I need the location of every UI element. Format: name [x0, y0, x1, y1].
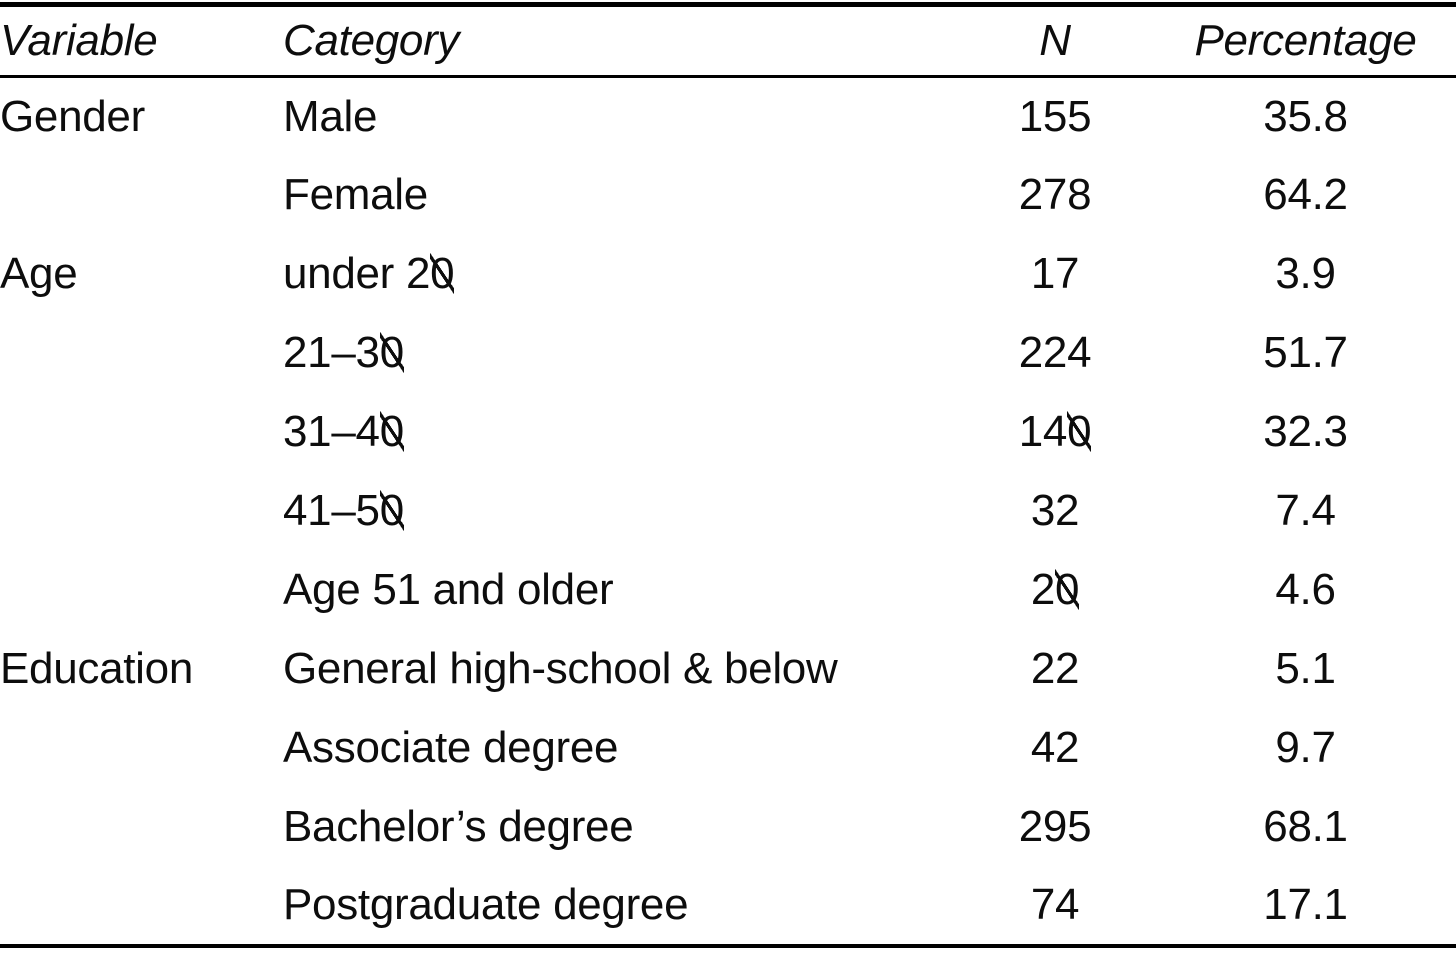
category-cell: Associate degree — [283, 723, 619, 772]
percentage-cell: 3.9 — [1275, 249, 1336, 298]
percentage-cell: 4.6 — [1275, 565, 1336, 614]
variable-cell — [0, 472, 283, 551]
n-cell: 42 — [1030, 723, 1080, 772]
variable-cell — [0, 393, 283, 472]
column-header-category: Category — [283, 16, 460, 65]
n-cell: 74 — [1030, 880, 1080, 929]
category-cell: 21–30 — [283, 328, 404, 377]
category-cell: 41–50 — [283, 486, 404, 535]
percentage-cell: 9.7 — [1275, 723, 1336, 772]
category-cell: Bachelor’s degree — [283, 802, 634, 851]
percentage-cell: 35.8 — [1263, 91, 1348, 141]
percentage-cell: 64.2 — [1263, 170, 1348, 219]
n-cell: 140 — [1018, 407, 1092, 456]
table-row: Age 51 and older 20 4.6 — [0, 551, 1456, 630]
slashed-zero-glyph: 0 — [379, 486, 404, 535]
column-header-n: N — [1039, 16, 1071, 65]
n-cell: 17 — [1030, 249, 1080, 298]
table-row: 41–50 32 7.4 — [0, 472, 1456, 551]
slashed-zero-glyph: 0 — [379, 328, 404, 377]
slashed-zero-glyph: 0 — [430, 249, 455, 298]
category-cell: 31–40 — [283, 407, 404, 456]
table-row: Education General high-school & below 22… — [0, 630, 1456, 709]
n-cell: 295 — [1018, 802, 1092, 851]
variable-cell — [0, 867, 283, 946]
table-row: 21–30 224 51.7 — [0, 314, 1456, 393]
variable-cell: Education — [0, 644, 194, 693]
category-cell: Male — [283, 91, 378, 141]
table-row: Postgraduate degree 74 17.1 — [0, 867, 1456, 946]
percentage-cell: 68.1 — [1263, 802, 1348, 851]
table-body: Gender Male 155 35.8 Female 278 64.2 Age… — [0, 77, 1456, 946]
n-cell: 155 — [1018, 91, 1092, 141]
table-row: 31–40 140 32.3 — [0, 393, 1456, 472]
n-cell: 20 — [1030, 565, 1080, 614]
slashed-zero-glyph: 0 — [1055, 565, 1080, 614]
category-cell: General high-school & below — [283, 644, 838, 693]
n-cell: 278 — [1018, 170, 1092, 219]
column-header-variable: Variable — [0, 16, 158, 65]
slashed-zero-glyph: 0 — [1067, 407, 1092, 456]
category-cell: Postgraduate degree — [283, 880, 689, 929]
slashed-zero-glyph: 0 — [379, 407, 404, 456]
percentage-cell: 51.7 — [1263, 328, 1348, 377]
table-row: Gender Male 155 35.8 — [0, 77, 1456, 156]
table-row: Age under 20 17 3.9 — [0, 235, 1456, 314]
variable-cell — [0, 156, 283, 235]
variable-cell — [0, 709, 283, 788]
table-row: Associate degree 42 9.7 — [0, 709, 1456, 788]
variable-cell — [0, 788, 283, 867]
percentage-cell: 17.1 — [1263, 880, 1348, 929]
table-row: Female 278 64.2 — [0, 156, 1456, 235]
n-cell: 22 — [1030, 644, 1080, 693]
variable-cell: Gender — [0, 91, 145, 141]
percentage-cell: 7.4 — [1275, 486, 1336, 535]
variable-cell — [0, 551, 283, 630]
category-cell: Female — [283, 170, 428, 219]
table-header: Variable Category N Percentage — [0, 5, 1456, 77]
n-cell: 224 — [1018, 328, 1092, 377]
percentage-cell: 5.1 — [1275, 644, 1336, 693]
percentage-cell: 32.3 — [1263, 407, 1348, 456]
category-cell: under 20 — [283, 249, 455, 298]
variable-cell: Age — [0, 249, 78, 298]
variable-cell — [0, 314, 283, 393]
header-row: Variable Category N Percentage — [0, 5, 1456, 77]
category-cell: Age 51 and older — [283, 565, 614, 614]
column-header-percentage: Percentage — [1194, 16, 1417, 65]
table-row: Bachelor’s degree 295 68.1 — [0, 788, 1456, 867]
n-cell: 32 — [1030, 486, 1080, 535]
